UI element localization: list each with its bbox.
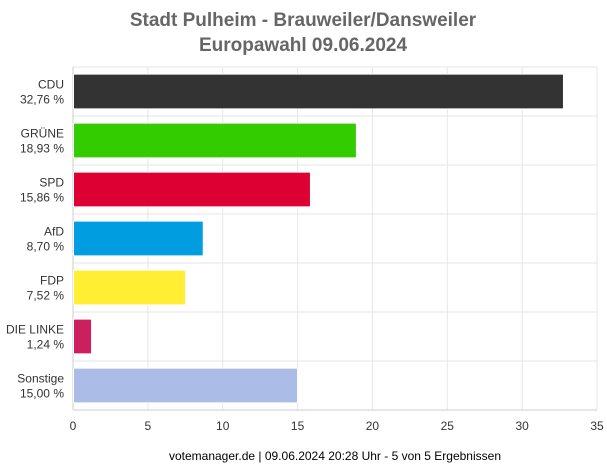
category-label: Sonstige (17, 372, 64, 386)
bar-gr-ne[interactable] (73, 122, 357, 159)
x-tick-label: 5 (145, 419, 152, 433)
x-tick-label: 10 (216, 419, 230, 433)
bar-die-linke[interactable] (73, 318, 93, 355)
bar-cdu[interactable] (73, 73, 564, 110)
x-tick-label: 15 (291, 419, 305, 433)
chart-subtitle: Europawahl 09.06.2024 (199, 35, 407, 56)
category-label: FDP (40, 274, 64, 288)
category-label: DIE LINKE (6, 323, 64, 337)
value-label: 7,52 % (27, 289, 65, 303)
value-label: 15,00 % (20, 387, 64, 401)
chart-title: Stadt Pulheim - Brauweiler/Dansweiler (130, 10, 477, 31)
value-label: 15,86 % (20, 191, 64, 205)
footer-text: votemanager.de | 09.06.2024 20:28 Uhr - … (169, 449, 501, 463)
category-label: GRÜNE (21, 127, 64, 141)
x-tick-label: 25 (441, 419, 455, 433)
value-label: 18,93 % (20, 142, 64, 156)
x-tick-label: 0 (70, 419, 77, 433)
category-label: SPD (39, 176, 64, 190)
bar-afd[interactable] (73, 220, 204, 257)
x-tick-label: 30 (515, 419, 529, 433)
x-tick-label: 20 (366, 419, 380, 433)
value-label: 1,24 % (27, 338, 65, 352)
x-tick-label: 35 (590, 419, 604, 433)
value-label: 32,76 % (20, 93, 64, 107)
value-label: 8,70 % (27, 240, 65, 254)
bar-layer (73, 73, 564, 404)
bar-fdp[interactable] (73, 269, 187, 306)
category-label: CDU (38, 78, 64, 92)
bar-sonstige[interactable] (73, 367, 299, 404)
bar-spd[interactable] (73, 171, 311, 208)
x-axis: 0 5 10 15 20 25 30 35 (70, 419, 604, 433)
category-label: AfD (44, 225, 64, 239)
